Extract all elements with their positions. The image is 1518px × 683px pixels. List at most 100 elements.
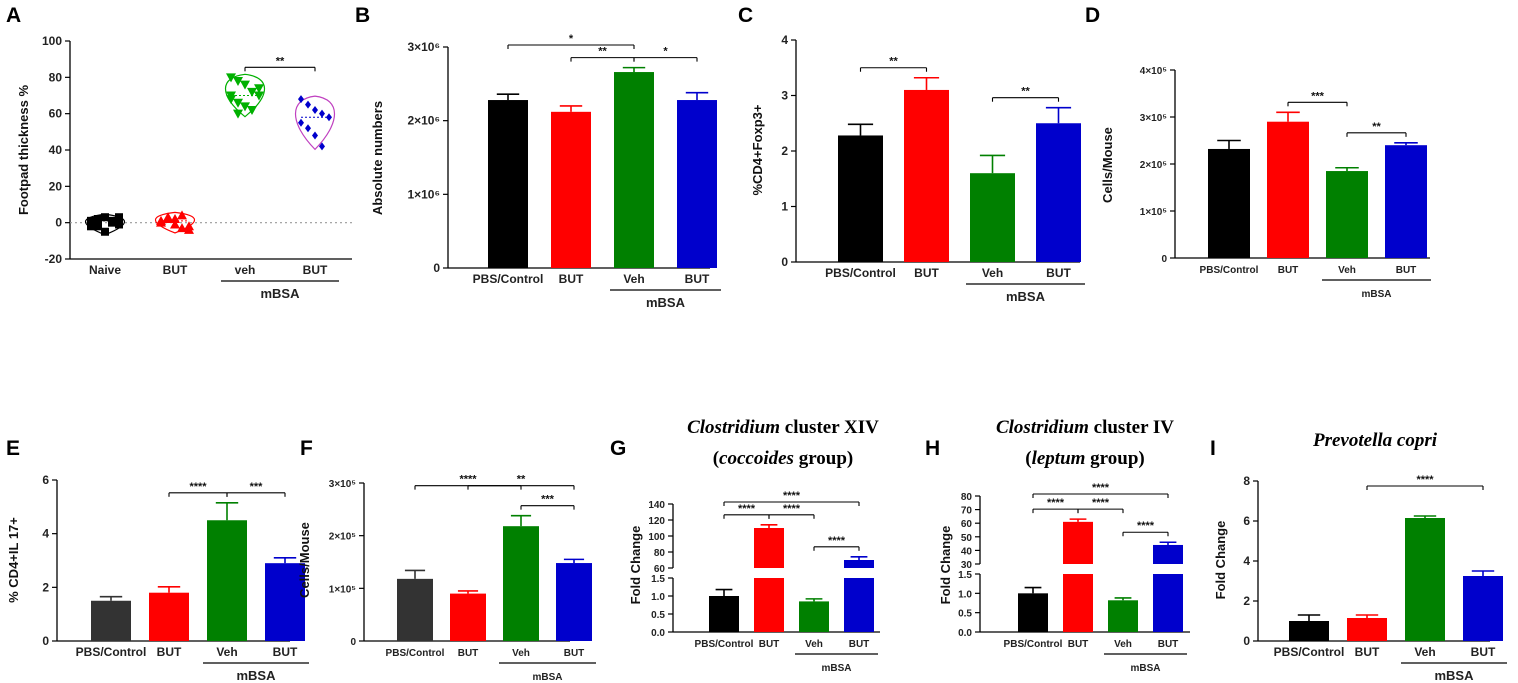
- bar: [1108, 600, 1138, 632]
- category-label: PBS/Control: [1004, 639, 1063, 650]
- y-tick-label: 4×10⁵: [1140, 66, 1168, 77]
- data-point: [108, 218, 116, 227]
- data-point: [298, 118, 304, 127]
- title-segment: (: [1025, 448, 1031, 469]
- panel-e: E 6 4 2 0 % CD4+IL 17+ PBS/Control BUT Veh BUT mBS…: [6, 437, 309, 683]
- y-tick-label: 80: [49, 70, 63, 84]
- significance-label: *: [569, 33, 574, 45]
- title-segment: leptum: [1032, 448, 1086, 469]
- category-label: BUT: [273, 645, 298, 659]
- bar: [503, 526, 539, 641]
- significance-label: ***: [1311, 90, 1325, 102]
- data-point: [326, 113, 332, 122]
- panel-f: F 3×10⁵ 2×10⁵ 1×10⁵ 0 Cells/Mouse PBS/Control B…: [297, 437, 596, 683]
- violin-outline: [154, 211, 196, 234]
- category-label: BUT: [849, 639, 870, 650]
- bar-break-gap: [1152, 564, 1184, 574]
- category-label: Veh: [1114, 639, 1132, 650]
- category-label: PBS/Control: [1200, 265, 1259, 276]
- y-tick-label: 140: [648, 500, 665, 511]
- y-tick-label: 60: [654, 564, 666, 575]
- y-axis-label: %CD4+Foxp3+: [750, 104, 765, 195]
- data-point: [305, 100, 311, 109]
- group-label: mBSA: [532, 672, 562, 683]
- y-tick-label: 1.5: [958, 570, 972, 581]
- data-point: [233, 76, 243, 86]
- y-axis-label: Fold Change: [1213, 521, 1228, 600]
- bar: [1036, 123, 1081, 262]
- category-label: Veh: [1414, 645, 1435, 659]
- significance-label: ****: [1137, 520, 1155, 532]
- y-tick-label: 0.0: [651, 628, 665, 639]
- data-point: [94, 222, 102, 231]
- panel-label: A: [6, 4, 21, 27]
- chart-title: (leptum group): [1025, 448, 1144, 469]
- data-point: [312, 106, 318, 115]
- y-tick-label: 2×10⁵: [1140, 160, 1168, 171]
- category-label: PBS/Control: [695, 639, 754, 650]
- panel-label: I: [1210, 437, 1216, 460]
- y-tick-label: 1×10⁵: [1140, 207, 1168, 218]
- data-point: [233, 109, 243, 119]
- data-point: [115, 213, 123, 222]
- category-label: BUT: [559, 272, 584, 286]
- category-label: PBS/Control: [76, 645, 147, 659]
- y-tick-label: 8: [1243, 474, 1250, 488]
- bar: [1267, 121, 1309, 258]
- y-tick-label: 0: [781, 255, 788, 269]
- bar-break-gap: [753, 568, 785, 578]
- group-label: mBSA: [260, 286, 300, 301]
- y-tick-label: 3: [781, 89, 788, 103]
- data-point: [101, 213, 109, 222]
- data-point: [177, 210, 187, 220]
- bar: [838, 135, 883, 262]
- y-axis-label: Absolute numbers: [370, 101, 385, 215]
- significance-label: ****: [783, 503, 801, 515]
- y-axis-label: Fold Change: [628, 526, 643, 605]
- significance-label: ****: [738, 503, 756, 515]
- category-label: BUT: [1046, 266, 1071, 280]
- y-tick-label: 1×10⁶: [407, 187, 440, 201]
- significance-label: **: [889, 56, 898, 68]
- category-label: PBS/Control: [386, 648, 445, 659]
- significance-label: ***: [541, 494, 555, 506]
- significance-label: *: [663, 46, 668, 58]
- significance-label: ****: [1416, 474, 1434, 486]
- y-axis-label: Cells/Mouse: [1100, 127, 1115, 203]
- data-point: [94, 215, 102, 224]
- bar: [488, 100, 528, 268]
- category-label: Veh: [623, 272, 644, 286]
- y-tick-label: 120: [648, 516, 665, 527]
- y-tick-label: 0.5: [651, 610, 665, 621]
- bar: [207, 520, 247, 641]
- panel-h: H Clostridium cluster IV (leptum group) 1.5…: [925, 417, 1190, 674]
- panel-d: D 4×10⁵ 3×10⁵ 2×10⁵ 1×10⁵ 0 Cells/Mouse PBS/Con…: [1085, 4, 1431, 300]
- group-label: mBSA: [1434, 668, 1474, 683]
- significance-label: ****: [1092, 482, 1110, 494]
- y-tick-label: 20: [49, 179, 63, 193]
- significance-label: ****: [783, 490, 801, 502]
- y-tick-label: 0: [1161, 254, 1167, 265]
- data-point: [319, 109, 325, 118]
- y-tick-label: 0.5: [958, 609, 972, 620]
- significance-label: ****: [189, 481, 207, 493]
- y-tick-label: 1.0: [651, 592, 665, 603]
- category-label: Veh: [1338, 265, 1356, 276]
- data-point: [184, 224, 194, 234]
- bar: [556, 563, 592, 641]
- bar-upper: [754, 528, 784, 568]
- significance-label: ****: [828, 535, 846, 547]
- category-label: BUT: [157, 645, 182, 659]
- bar-upper: [1153, 544, 1183, 564]
- y-tick-label: 2: [1243, 594, 1250, 608]
- chart-title: Prevotella copri: [1312, 430, 1438, 451]
- data-point: [101, 227, 109, 236]
- data-point: [170, 219, 180, 229]
- y-tick-label: 1.0: [958, 589, 972, 600]
- category-label: BUT: [914, 266, 939, 280]
- y-tick-label: 2×10⁵: [329, 532, 357, 543]
- data-point: [312, 131, 318, 140]
- data-point: [87, 222, 95, 231]
- category-label: BUT: [1278, 265, 1299, 276]
- group-label: mBSA: [236, 668, 276, 683]
